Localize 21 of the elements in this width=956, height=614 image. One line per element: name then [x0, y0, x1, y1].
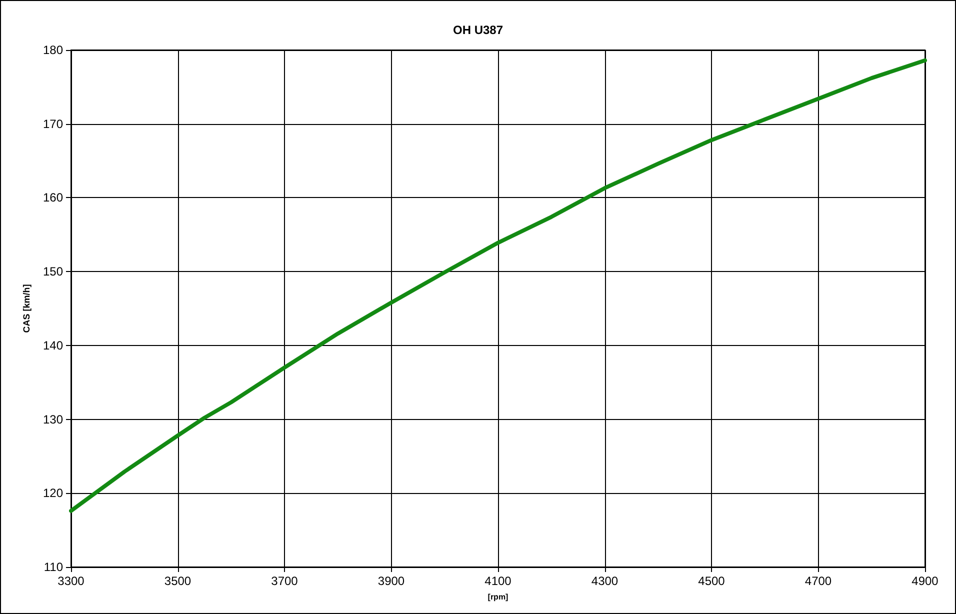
line-series: [69, 58, 927, 513]
x-tick-label: 3500: [164, 574, 192, 588]
y-tick-label: 150: [42, 264, 64, 279]
x-tick-label: 4500: [698, 574, 726, 588]
y-tick-label: 120: [42, 486, 64, 500]
y-tick-label: 160: [42, 190, 64, 205]
x-tick-label: 4900: [912, 574, 939, 588]
x-tick-label: 3300: [58, 574, 85, 588]
x-tick-label: 4300: [591, 574, 618, 588]
x-tick-label: 4100: [484, 574, 512, 588]
x-tick-label: 3700: [271, 574, 298, 588]
y-axis-title: CAS [km/h]: [22, 284, 32, 333]
x-tick-label: 3900: [378, 574, 405, 588]
y-tick-label: 130: [42, 412, 64, 426]
chart-title: OH U387: [452, 23, 504, 37]
y-tick-label: 170: [42, 116, 64, 131]
x-tick-label: 4700: [804, 574, 832, 588]
y-tick-label: 180: [42, 43, 64, 57]
y-tick-label: 110: [44, 560, 64, 574]
y-tick-label: 140: [42, 338, 64, 352]
x-axis-title: [rpm]: [488, 592, 509, 602]
